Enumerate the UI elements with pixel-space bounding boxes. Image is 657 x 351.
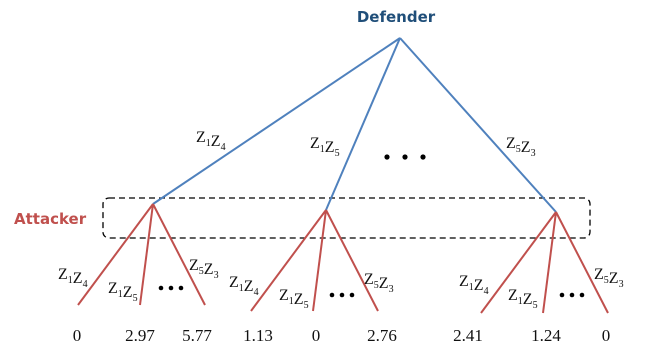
branch-labels: Z1Z4 Z1Z5 Z5Z3 Z1Z4 Z1Z5 Z5Z3 Z1Z4 Z1Z5 Z5Z3 Z1Z4… <box>58 129 624 311</box>
payoff-1-3: 5.77 <box>182 326 212 345</box>
attacker-edge-2-1 <box>250 209 327 312</box>
attacker-edge-2-3 <box>325 209 379 312</box>
attacker-edge-1-1 <box>77 203 154 306</box>
attacker-edge-1-3 <box>152 203 206 306</box>
payoff-3-1: 2.41 <box>453 326 483 345</box>
defender-ellipsis <box>384 154 426 160</box>
attacker-branch-label-2-2: Z1Z5 <box>279 287 309 311</box>
payoff-1-1: 0 <box>73 326 82 345</box>
ellipsis-marks <box>158 154 585 298</box>
attacker-branch-label-1-2: Z1Z5 <box>108 280 138 304</box>
attacker-edge-2-2 <box>312 209 327 312</box>
defender-branch-label-3: Z5Z3 <box>506 135 536 159</box>
attacker-information-set <box>102 197 591 239</box>
payoff-2-2: 0 <box>312 326 321 345</box>
defender-label: Defender <box>357 8 436 26</box>
attacker-ellipsis-3 <box>559 292 585 298</box>
attacker-branch-label-2-3: Z5Z3 <box>364 271 394 295</box>
attacker-branch-label-1-1: Z1Z4 <box>58 266 88 290</box>
attacker-branch-label-3-2: Z1Z5 <box>508 287 538 311</box>
attacker-branch-label-3-1: Z1Z4 <box>459 273 489 297</box>
payoff-1-2: 2.97 <box>125 326 155 345</box>
defender-edge-1 <box>152 37 401 205</box>
attacker-ellipsis-2 <box>329 292 355 298</box>
attacker-edge-3-1 <box>480 211 557 314</box>
attacker-edge-3-2 <box>542 211 557 314</box>
attacker-ellipsis-1 <box>158 285 184 291</box>
attacker-edge-3-3 <box>555 211 609 314</box>
attacker-edge-1-2 <box>139 203 154 306</box>
payoff-values: 0 2.97 5.77 1.13 0 2.76 2.41 1.24 0 <box>73 326 611 345</box>
defender-branch-label-1: Z1Z4 <box>196 129 226 153</box>
attacker-label: Attacker <box>14 210 87 228</box>
payoff-3-3: 0 <box>602 326 611 345</box>
defender-edge-3 <box>399 37 557 213</box>
defender-edges <box>152 37 557 213</box>
defender-edge-2 <box>325 37 401 211</box>
defender-branch-label-2: Z1Z5 <box>310 135 340 159</box>
attacker-branch-label-3-3: Z5Z3 <box>594 266 624 290</box>
attacker-edges <box>77 203 609 314</box>
attacker-branch-label-2-1: Z1Z4 <box>229 274 259 298</box>
attacker-branch-label-1-3: Z5Z3 <box>189 257 219 281</box>
payoff-2-3: 2.76 <box>367 326 397 345</box>
payoff-3-2: 1.24 <box>531 326 561 345</box>
payoff-2-1: 1.13 <box>243 326 273 345</box>
